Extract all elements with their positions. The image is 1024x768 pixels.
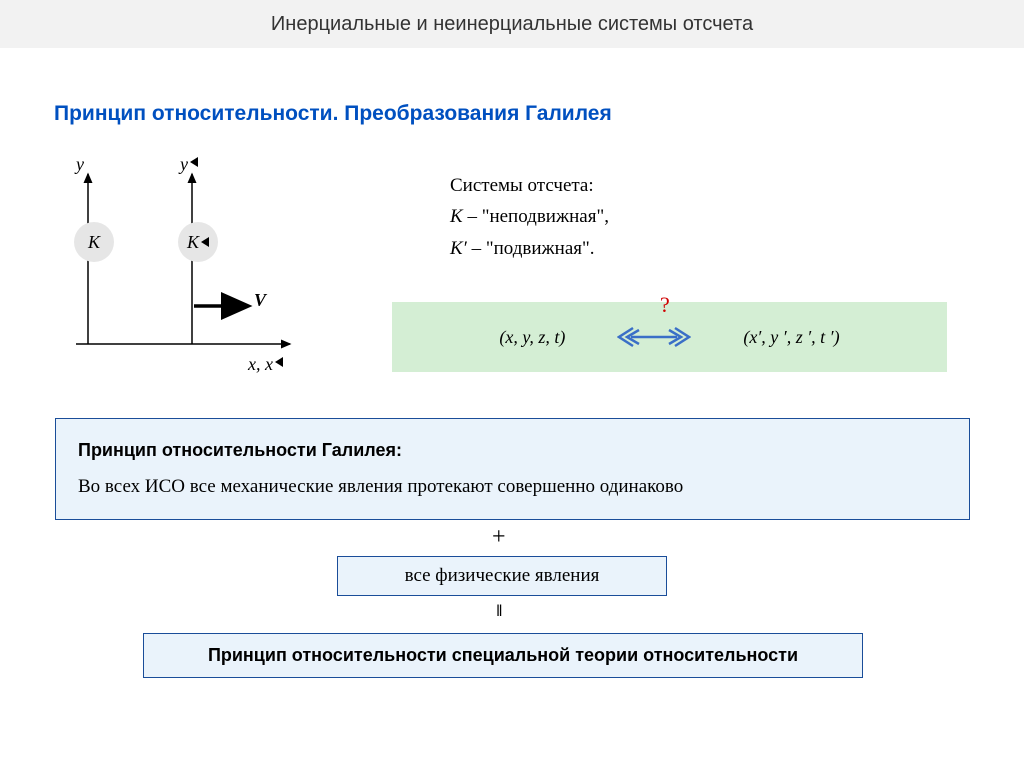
sr-principle-text: Принцип относительности специальной теор… [208,645,798,665]
coordinate-diagram: y y K K V x, x [72,168,302,368]
prime-marker-icon [190,157,198,167]
kprime-frame-circle: K [178,222,218,262]
reference-systems-text: Системы отсчета: K – "неподвижная", K′ –… [450,170,609,264]
axes-svg [72,168,302,368]
yprime-axis-label: y [180,154,198,175]
plus-symbol: + [492,524,506,551]
galileo-principle-title: Принцип относительности Галилея: [78,440,402,460]
all-physical-box: все физические явления [337,556,667,596]
k-description: K – "неподвижная", [450,201,609,232]
galileo-principle-box: Принцип относительности Галилея: Во всех… [55,418,970,520]
header-title: Инерциальные и неинерциальные системы от… [271,13,753,36]
prime-marker-icon [201,237,209,247]
all-physical-text: все физические явления [405,565,600,586]
coords-right: (x′, y ′, z ′, t ′) [743,327,839,348]
sr-principle-box: Принцип относительности специальной теор… [143,633,863,678]
section-title: Принцип относительности. Преобразования … [54,102,1024,126]
systems-heading: Системы отсчета: [450,170,609,201]
velocity-label: V [254,290,266,311]
prime-marker-icon [275,357,283,367]
galileo-principle-body: Во всех ИСО все механические явления про… [78,476,683,497]
double-arrow-icon [617,325,691,349]
k-frame-circle: K [74,222,114,262]
question-mark: ? [660,292,670,318]
page-header: Инерциальные и неинерциальные системы от… [0,0,1024,48]
x-axis-label: x, x [248,354,283,375]
coords-left: (x, y, z, t) [499,327,565,348]
equals-symbol: ǁ [496,603,501,621]
kprime-description: K′ – "подвижная". [450,233,609,264]
y-axis-label: y [76,154,84,175]
